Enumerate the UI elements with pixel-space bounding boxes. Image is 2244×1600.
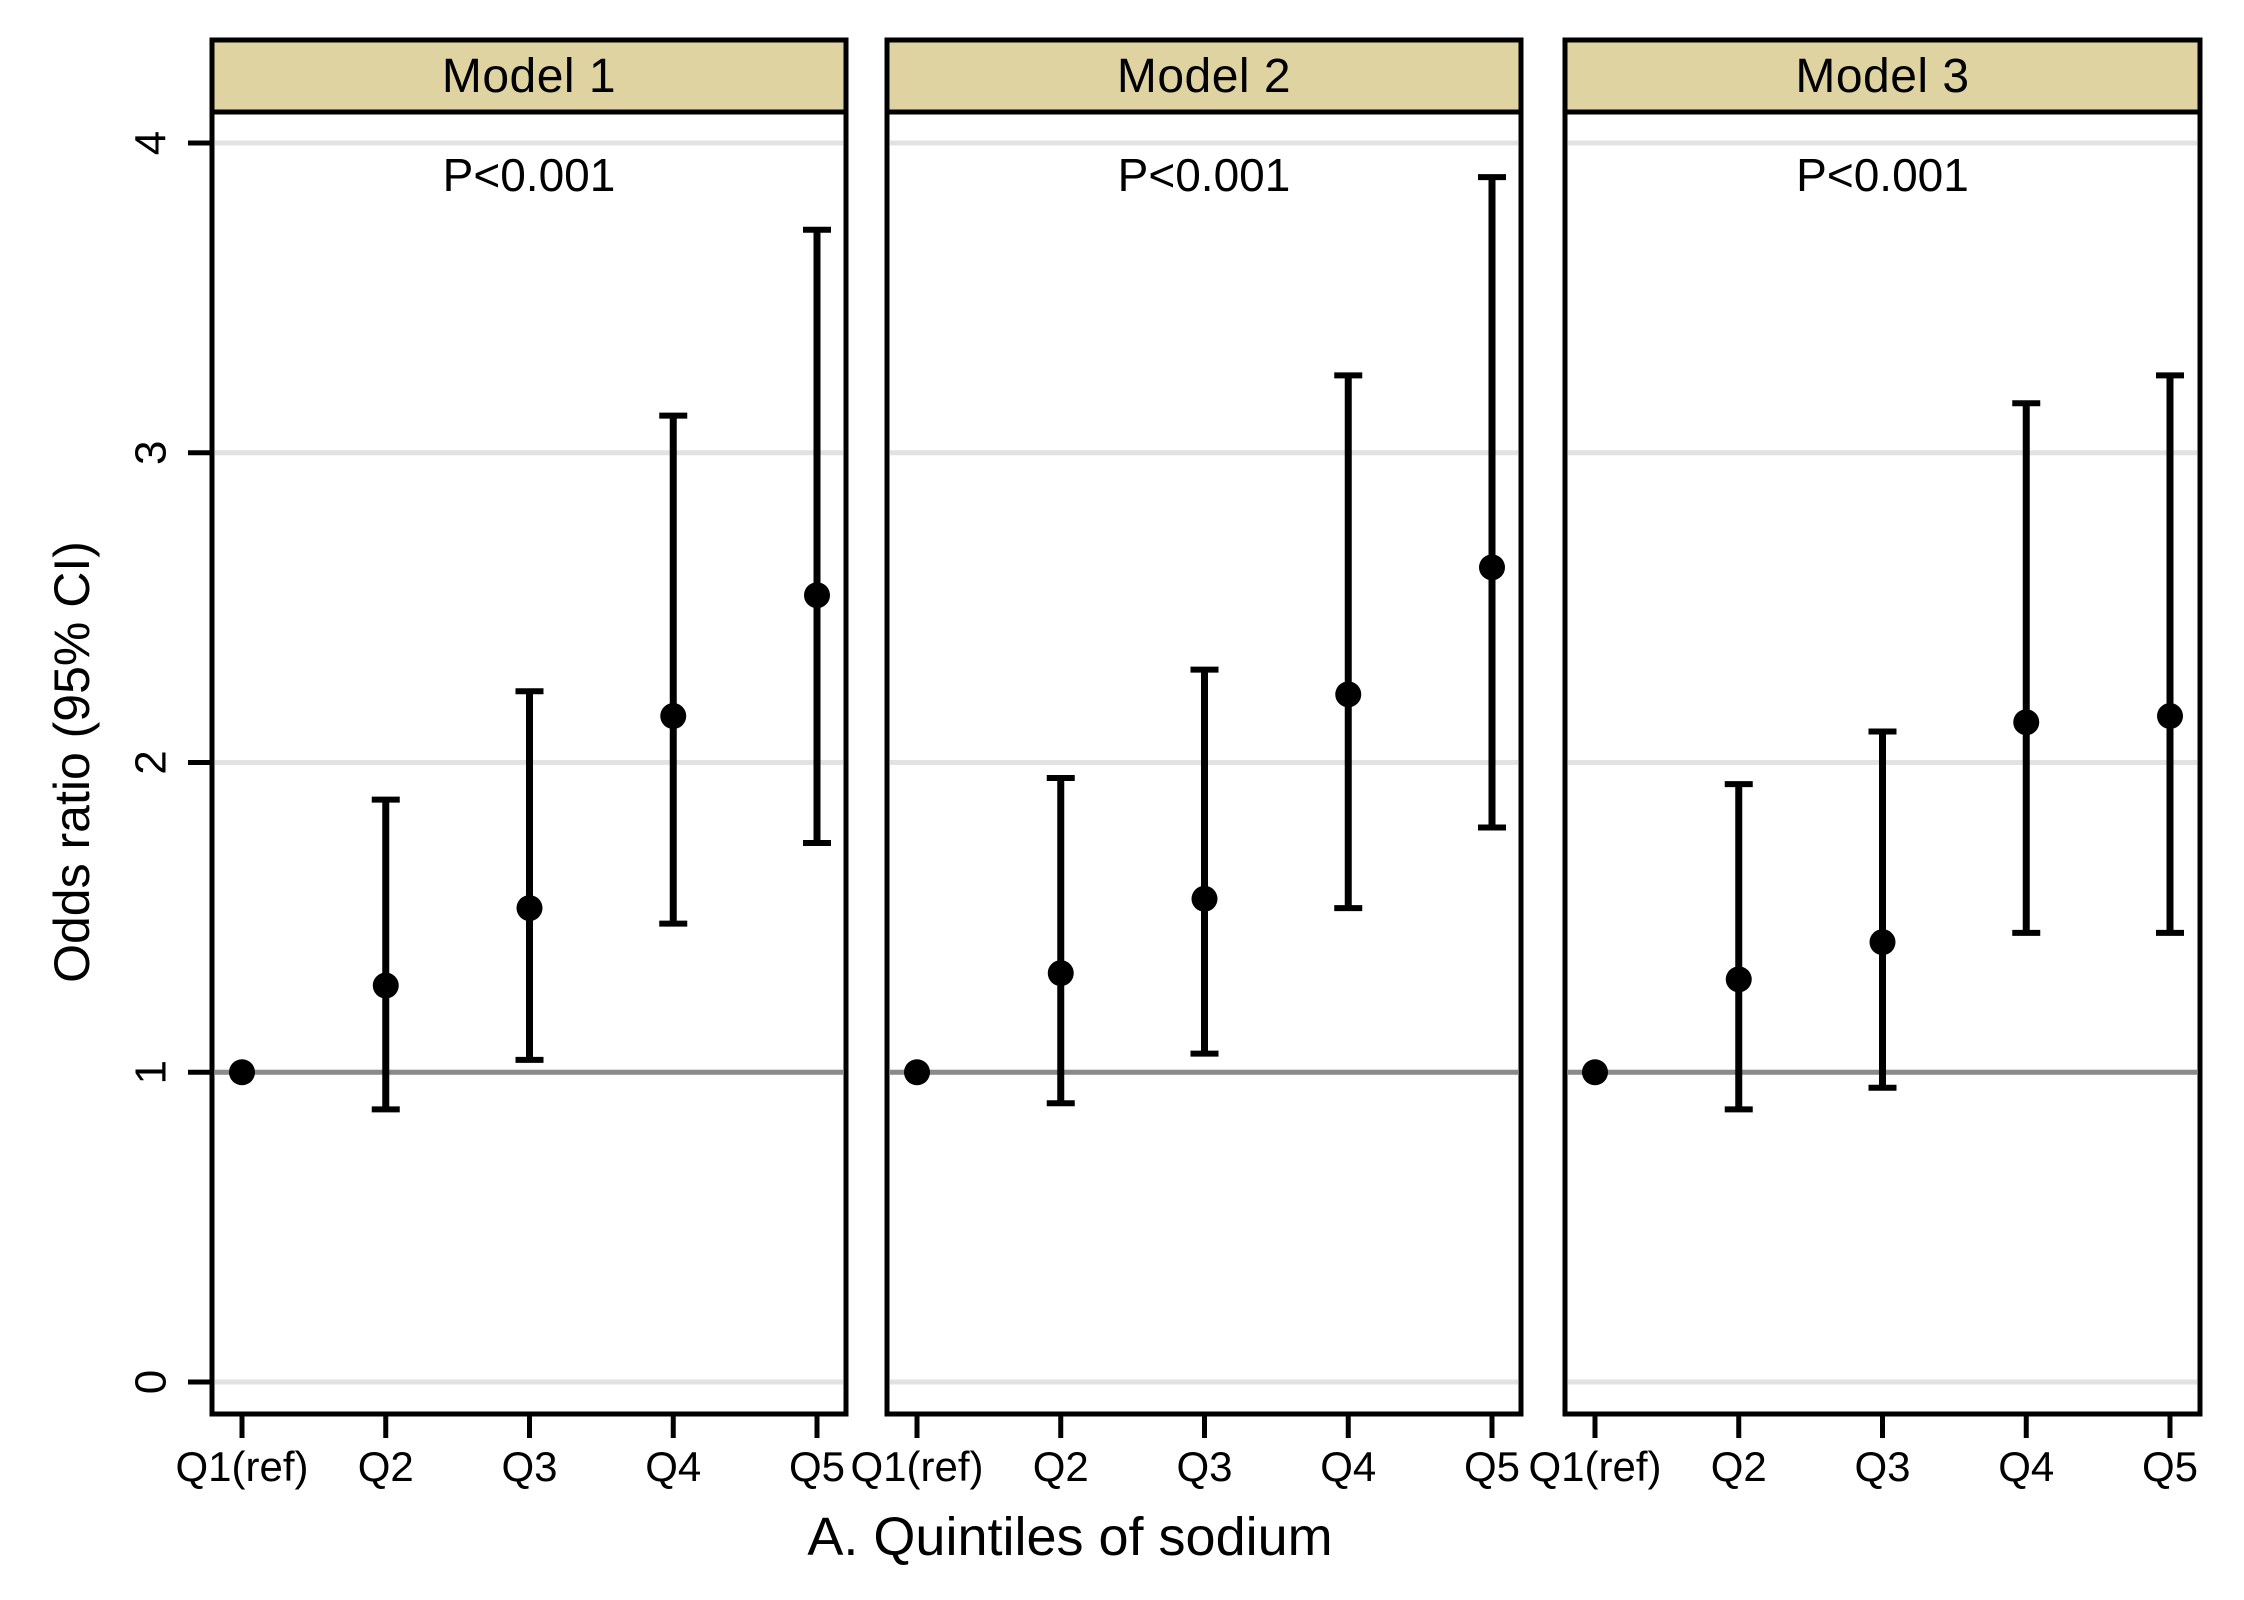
- x-tick-label: Q3: [501, 1443, 557, 1490]
- x-tick-label: Q1(ref): [850, 1443, 983, 1490]
- odds-ratio-marker: [1582, 1059, 1608, 1086]
- x-tick-label: Q2: [1711, 1443, 1767, 1490]
- y-tick-label: 4: [127, 131, 176, 155]
- odds-ratio-marker: [1335, 681, 1362, 708]
- odds-ratio-marker: [804, 582, 830, 609]
- x-tick-label: Q2: [358, 1443, 414, 1490]
- x-tick-label: Q1(ref): [1528, 1443, 1661, 1490]
- odds-ratio-marker: [660, 703, 687, 730]
- odds-ratio-marker: [229, 1059, 255, 1086]
- y-tick-label: 2: [127, 750, 176, 774]
- odds-ratio-marker: [1191, 885, 1218, 912]
- x-tick-label: Q2: [1033, 1443, 1089, 1490]
- panel-header-model-2: Model 2: [1116, 49, 1292, 103]
- odds-ratio-marker: [1047, 960, 1074, 987]
- x-tick-label: Q4: [645, 1443, 701, 1490]
- odds-ratio-marker: [2157, 703, 2183, 730]
- odds-ratio-marker: [516, 895, 543, 922]
- odds-ratio-marker: [372, 972, 399, 999]
- x-tick-label: Q3: [1176, 1443, 1232, 1490]
- y-axis-title: Odds ratio (95% CI): [44, 541, 100, 983]
- x-tick-label: Q5: [2142, 1443, 2198, 1490]
- x-tick-label: Q4: [1320, 1443, 1376, 1490]
- x-tick-label: Q5: [1464, 1443, 1520, 1490]
- x-axis-title: A. Quintiles of sodium: [807, 1507, 1333, 1567]
- panel-header-model-1: Model 1: [441, 49, 617, 103]
- odds-ratio-marker: [2013, 709, 2040, 736]
- x-tick-label: Q4: [1998, 1443, 2054, 1490]
- y-tick-label: 3: [127, 441, 176, 465]
- plot-border: [1562, 109, 2203, 1417]
- x-tick-label: Q5: [789, 1443, 845, 1490]
- p-value-label-model-1: P<0.001: [442, 149, 616, 201]
- panel-header-model-3: Model 3: [1795, 49, 1970, 103]
- y-tick-label: 0: [127, 1370, 176, 1394]
- x-tick-label: Q1(ref): [175, 1443, 308, 1490]
- odds-ratio-marker: [1869, 929, 1896, 956]
- plot-border: [884, 109, 1524, 1417]
- panel-header-box: [1562, 37, 2203, 115]
- odds-ratio-marker: [1479, 554, 1505, 581]
- p-value-label-model-2: P<0.001: [1117, 149, 1291, 201]
- odds-ratio-marker: [1725, 966, 1752, 993]
- p-value-label-model-3: P<0.001: [1796, 149, 1969, 201]
- odds-ratio-marker: [904, 1059, 930, 1086]
- x-tick-label: Q3: [1854, 1443, 1910, 1490]
- panel-header-box: [884, 37, 1524, 115]
- y-tick-label: 1: [127, 1060, 176, 1084]
